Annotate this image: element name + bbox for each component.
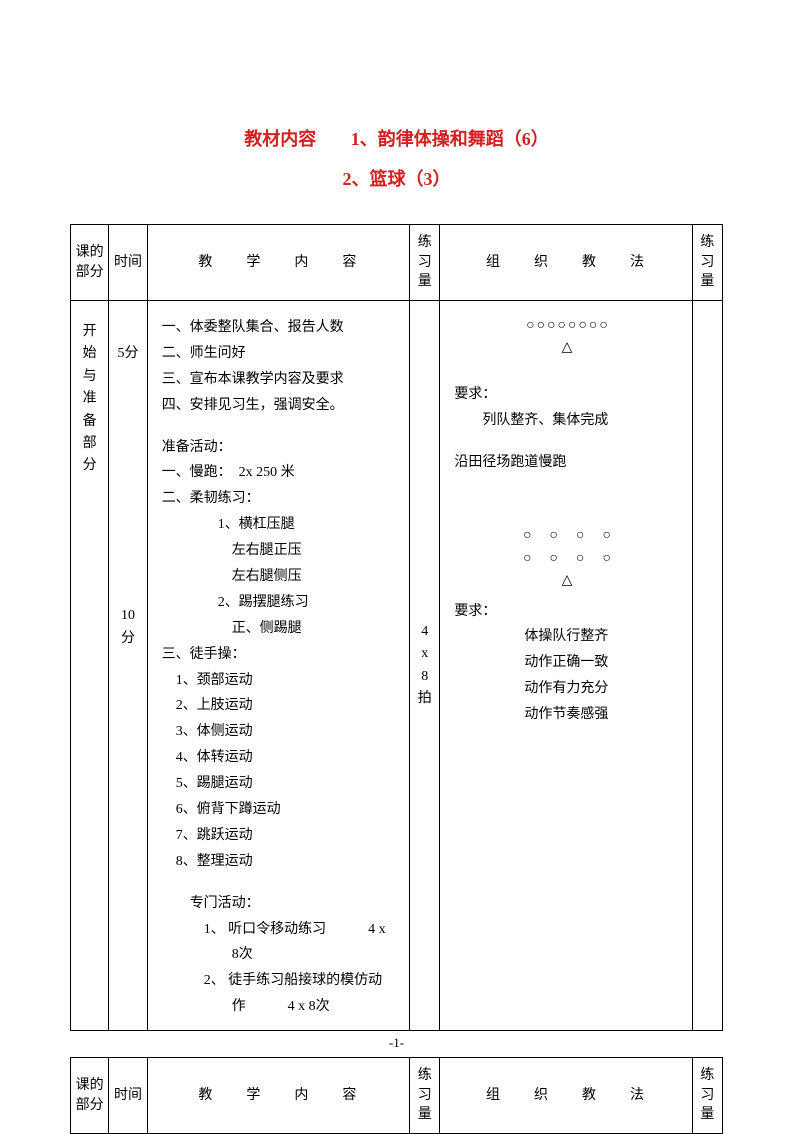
content-line: 左右腿侧压 xyxy=(162,564,399,590)
content-line: 2、 徒手练习船接球的模仿动 xyxy=(162,968,399,994)
content-line: 三、宣布本课教学内容及要求 xyxy=(162,367,399,393)
content-line: 2、踢摆腿练习 xyxy=(162,590,399,616)
cell-method: ○○○○○○○○ △ 要求： 列队整齐、集体完成 沿田径场跑道慢跑 ○ ○ ○ … xyxy=(440,300,692,1030)
content-line: 三、徒手操： xyxy=(162,642,399,668)
content-line: 1、 听口令移动练习 4 x xyxy=(162,917,399,943)
method-line: 动作正确一致 xyxy=(454,650,681,676)
title-block: 教材内容 1、韵律体操和舞蹈（6） 2、篮球（3） xyxy=(70,120,723,199)
content-line: 四、安排见习生，强调安全。 xyxy=(162,393,399,419)
content-line: 左右腿正压 xyxy=(162,538,399,564)
content-line: 4、体转运动 xyxy=(162,745,399,771)
hdr-part: 课的部分 xyxy=(71,1058,109,1134)
content-line: 一、体委整队集合、报告人数 xyxy=(162,315,399,341)
cell-volume: 4x8拍 xyxy=(410,300,440,1030)
hdr-time: 时间 xyxy=(109,225,147,301)
content-line: 2、上肢运动 xyxy=(162,693,399,719)
time-1: 5分 xyxy=(113,343,142,365)
content-line: 一、慢跑： 2x 250 米 xyxy=(162,460,399,486)
content-line: 5、踢腿运动 xyxy=(162,771,399,797)
content-line: 8、整理运动 xyxy=(162,849,399,875)
lesson-table-2: 课的部分 时间 教 学 内 容 练习量 组 织 教 法 练习量 xyxy=(70,1057,723,1134)
content-line: 作 4 x 8次 xyxy=(162,994,399,1020)
content-line: 7、跳跃运动 xyxy=(162,823,399,849)
content-line: 1、颈部运动 xyxy=(162,668,399,694)
formation-diagram: △ xyxy=(454,570,681,592)
formation-diagram: △ xyxy=(454,337,681,359)
table-header-row: 课的部分 时间 教 学 内 容 练习量 组 织 教 法 练习量 xyxy=(71,1058,723,1134)
content-line: 6、俯背下蹲运动 xyxy=(162,797,399,823)
hdr-method: 组 织 教 法 xyxy=(440,1058,692,1134)
method-line: 动作有力充分 xyxy=(454,676,681,702)
content-line: 准备活动： xyxy=(162,435,399,461)
hdr-content: 教 学 内 容 xyxy=(147,225,409,301)
hdr-volume2: 练习量 xyxy=(692,225,722,301)
lesson-table-1: 课的部分 时间 教 学 内 容 练习量 组 织 教 法 练习量 开始与准备部分 … xyxy=(70,224,723,1031)
part-text: 开始与准备部分 xyxy=(75,321,104,478)
volume-text: 4x8拍 xyxy=(414,621,435,711)
page-number: -1- xyxy=(70,1035,723,1051)
method-line: 要求： xyxy=(454,382,681,408)
title-line-1: 教材内容 1、韵律体操和舞蹈（6） xyxy=(70,120,723,160)
content-line: 3、体侧运动 xyxy=(162,719,399,745)
title-label: 教材内容 xyxy=(244,129,316,149)
cell-volume2 xyxy=(692,300,722,1030)
method-line: 沿田径场跑道慢跑 xyxy=(454,450,681,476)
content-line: 1、横杠压腿 xyxy=(162,512,399,538)
table-row: 开始与准备部分 5分 10分 一、体委整队集合、报告人数 二、师生问好 三、宣布… xyxy=(71,300,723,1030)
hdr-volume: 练习量 xyxy=(410,1058,440,1134)
hdr-part: 课的部分 xyxy=(71,225,109,301)
hdr-method: 组 织 教 法 xyxy=(440,225,692,301)
method-line: 体操队行整齐 xyxy=(454,624,681,650)
cell-content: 一、体委整队集合、报告人数 二、师生问好 三、宣布本课教学内容及要求 四、安排见… xyxy=(147,300,409,1030)
method-line: 要求： xyxy=(454,599,681,625)
hdr-content: 教 学 内 容 xyxy=(147,1058,409,1134)
hdr-volume2: 练习量 xyxy=(692,1058,722,1134)
title-item-1: 1、韵律体操和舞蹈（6） xyxy=(351,129,549,149)
table-header-row: 课的部分 时间 教 学 内 容 练习量 组 织 教 法 练习量 xyxy=(71,225,723,301)
formation-diagram: ○ ○ ○ ○ xyxy=(454,548,681,570)
hdr-volume: 练习量 xyxy=(410,225,440,301)
cell-time: 5分 10分 xyxy=(109,300,147,1030)
hdr-time: 时间 xyxy=(109,1058,147,1134)
method-line: 列队整齐、集体完成 xyxy=(454,408,681,434)
content-line: 二、师生问好 xyxy=(162,341,399,367)
time-2: 10分 xyxy=(113,605,142,650)
content-line: 正、侧踢腿 xyxy=(162,616,399,642)
formation-diagram: ○○○○○○○○ xyxy=(454,315,681,337)
content-line: 二、柔韧练习： xyxy=(162,486,399,512)
content-line: 专门活动： xyxy=(162,891,399,917)
formation-diagram: ○ ○ ○ ○ xyxy=(454,525,681,547)
cell-part: 开始与准备部分 xyxy=(71,300,109,1030)
method-line: 动作节奏感强 xyxy=(454,702,681,728)
title-line-2: 2、篮球（3） xyxy=(70,160,723,200)
content-line: 8次 xyxy=(162,942,399,968)
